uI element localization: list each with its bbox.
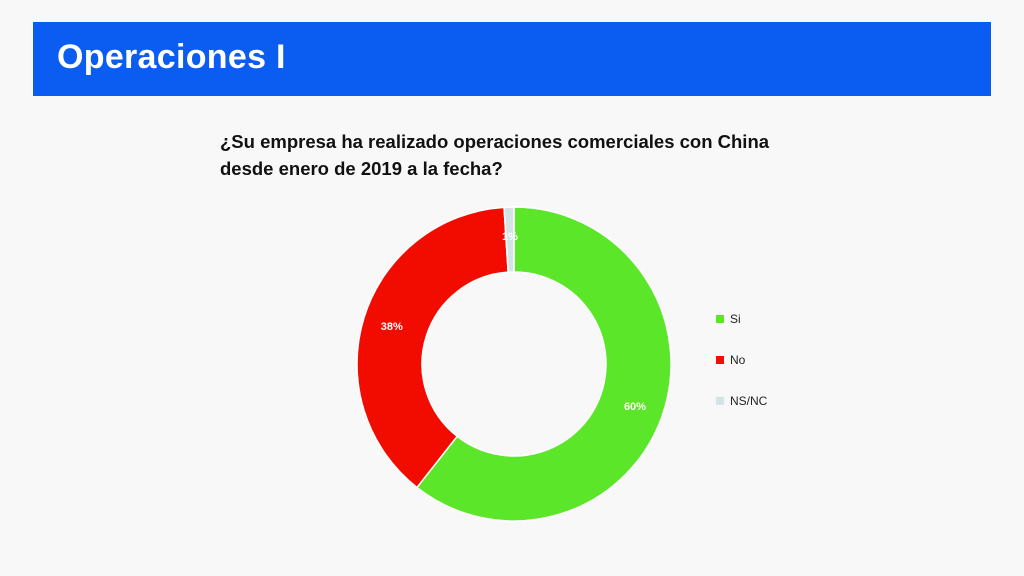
- data-label-no: 38%: [381, 321, 403, 333]
- donut-slice-no: [356, 206, 509, 489]
- donut-slice-ns-nc: [503, 206, 515, 273]
- legend-swatch: [716, 355, 724, 364]
- legend-label: NS/NC: [730, 393, 768, 408]
- donut-slice-si: [415, 206, 672, 522]
- legend-item: NS/NC: [716, 380, 767, 421]
- data-label-ns-nc: 1%: [502, 231, 518, 243]
- legend-item: Si: [716, 298, 767, 339]
- page-title: Operaciones I: [57, 38, 286, 76]
- data-label-si: 60%: [624, 401, 646, 413]
- chart-legend: Si No NS/NC: [716, 298, 767, 421]
- chart-question: ¿Su empresa ha realizado operaciones com…: [220, 128, 820, 182]
- legend-swatch: [716, 396, 724, 405]
- legend-swatch: [716, 314, 724, 323]
- question-line-2: desde enero de 2019 a la fecha?: [220, 158, 503, 179]
- question-line-1: ¿Su empresa ha realizado operaciones com…: [220, 131, 770, 152]
- legend-item: No: [716, 339, 767, 380]
- legend-label: No: [730, 352, 746, 367]
- title-bar: Operaciones I: [33, 22, 991, 96]
- legend-label: Si: [730, 311, 741, 326]
